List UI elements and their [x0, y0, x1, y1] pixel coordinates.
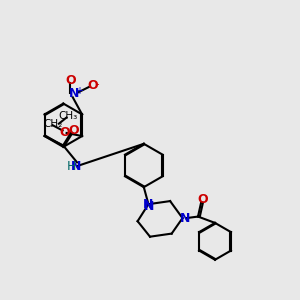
Text: O: O [65, 74, 76, 87]
Text: CH₂: CH₂ [43, 119, 62, 129]
Text: H: H [67, 160, 76, 172]
Text: CH₃: CH₃ [58, 111, 78, 121]
Text: N: N [71, 160, 82, 172]
Text: N: N [69, 87, 80, 100]
Text: N: N [143, 198, 154, 211]
Text: N: N [180, 212, 190, 225]
Text: +: + [75, 85, 83, 96]
Text: -: - [95, 79, 99, 89]
Text: O: O [197, 193, 208, 206]
Text: O: O [60, 125, 70, 139]
Text: O: O [88, 79, 98, 92]
Text: O: O [68, 124, 79, 137]
Text: N: N [144, 200, 154, 213]
